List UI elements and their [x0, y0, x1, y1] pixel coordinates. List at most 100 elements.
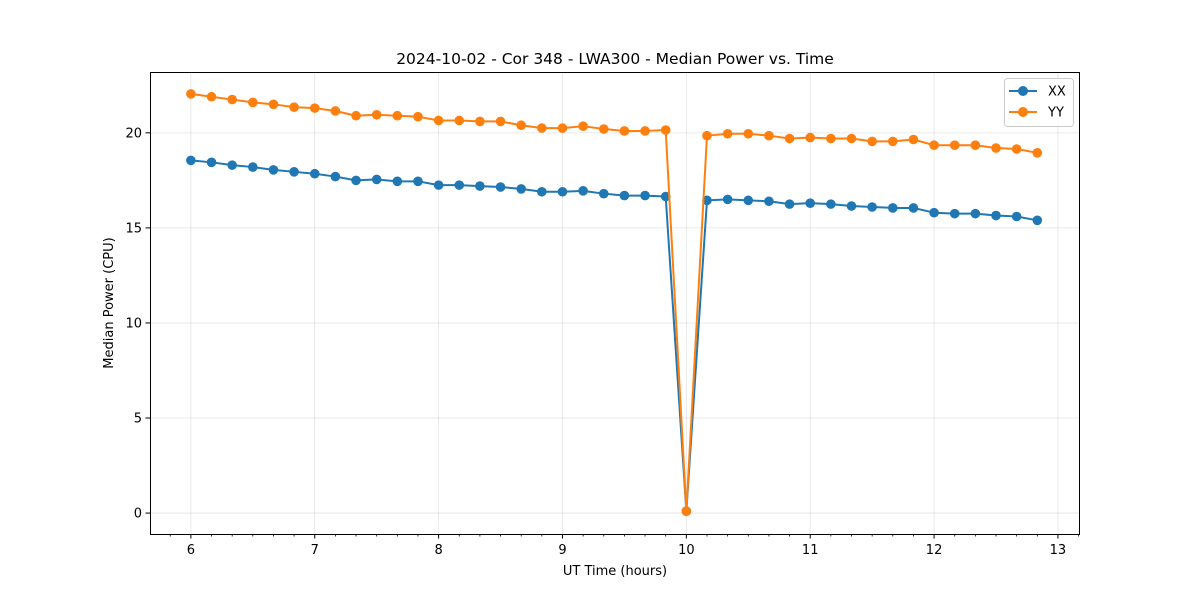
- data-point-yy: [537, 123, 547, 133]
- data-point-xx: [619, 190, 630, 201]
- data-point-xx: [268, 165, 279, 175]
- data-point-xx: [578, 186, 588, 196]
- data-point-yy: [330, 106, 341, 116]
- data-point-xx: [743, 195, 754, 206]
- data-point-xx: [413, 176, 423, 187]
- data-point-yy: [433, 115, 444, 126]
- data-point-xx: [330, 171, 341, 182]
- data-point-yy: [991, 143, 1001, 153]
- data-point-xx: [826, 199, 836, 209]
- legend-label-xx: XX: [1048, 85, 1066, 100]
- x-tick-label: 11: [802, 543, 819, 558]
- data-point-yy: [929, 140, 939, 150]
- legend-marker-yy: [1018, 107, 1028, 117]
- data-point-xx: [557, 186, 568, 197]
- data-point-yy: [578, 121, 588, 131]
- data-point-yy: [887, 136, 898, 147]
- x-tick-label: 12: [926, 543, 943, 558]
- data-point-xx: [475, 181, 485, 191]
- x-tick-label: 13: [1050, 543, 1067, 558]
- data-point-xx: [949, 208, 960, 219]
- data-point-xx: [371, 174, 382, 185]
- data-point-xx: [1032, 215, 1043, 226]
- data-point-yy: [227, 94, 237, 105]
- data-point-yy: [557, 123, 568, 133]
- data-point-xx: [784, 199, 795, 209]
- data-point-yy: [392, 110, 403, 121]
- data-point-yy: [475, 116, 485, 127]
- data-point-yy: [619, 126, 630, 136]
- data-point-yy: [371, 109, 382, 120]
- y-tick-label: 5: [134, 412, 142, 427]
- data-point-yy: [743, 128, 754, 139]
- legend-label-yy: YY: [1047, 106, 1064, 121]
- data-point-xx: [867, 202, 877, 212]
- data-point-yy: [805, 132, 816, 143]
- y-tick-label: 10: [125, 316, 142, 331]
- data-point-xx: [289, 167, 299, 177]
- data-point-xx: [991, 210, 1001, 221]
- data-point-yy: [351, 110, 361, 121]
- data-point-yy: [702, 130, 712, 141]
- data-point-xx: [722, 194, 733, 205]
- y-tick-label: 15: [125, 221, 142, 236]
- data-point-xx: [433, 180, 444, 190]
- data-point-xx: [846, 201, 857, 211]
- data-point-yy: [826, 133, 836, 144]
- data-point-xx: [248, 162, 258, 172]
- data-point-xx: [598, 188, 609, 199]
- legend: XX YY: [1004, 78, 1074, 127]
- data-point-yy: [722, 128, 733, 139]
- data-point-yy: [949, 140, 960, 150]
- data-point-yy: [309, 103, 320, 113]
- data-point-yy: [454, 115, 465, 126]
- data-point-xx: [516, 184, 526, 194]
- data-point-xx: [454, 180, 465, 190]
- data-point-yy: [660, 125, 671, 135]
- data-point-yy: [248, 97, 258, 108]
- grid-layer: [150, 72, 1079, 534]
- data-point-yy: [764, 130, 774, 141]
- x-tick-label: 10: [678, 543, 695, 558]
- data-point-xx: [351, 175, 361, 186]
- x-tick-label: 8: [434, 543, 442, 558]
- data-point-xx: [887, 203, 898, 213]
- data-point-yy: [598, 124, 609, 134]
- x-tick-label: 6: [187, 543, 195, 558]
- ticks-layer: 6 7 8 9 10 11 12 13 0 5 10 15 20: [125, 126, 1079, 558]
- data-point-yy: [186, 89, 196, 99]
- data-point-xx: [764, 196, 774, 207]
- data-point-yy: [413, 111, 423, 122]
- data-point-yy: [1032, 148, 1043, 158]
- x-axis-label: UT Time (hours): [563, 564, 667, 579]
- data-point-xx: [929, 207, 939, 218]
- x-tick-label: 9: [558, 543, 566, 558]
- data-point-xx: [206, 157, 217, 168]
- data-point-xx: [660, 191, 671, 202]
- legend-marker-xx: [1018, 86, 1028, 96]
- y-axis-label: Median Power (CPU): [102, 237, 117, 368]
- chart-title: 2024-10-02 - Cor 348 - LWA300 - Median P…: [396, 50, 834, 68]
- data-point-yy: [495, 116, 506, 127]
- plot-frame: [150, 72, 1080, 535]
- data-point-xx: [1011, 211, 1022, 222]
- data-point-yy: [784, 133, 795, 144]
- data-point-yy: [289, 102, 299, 112]
- data-point-yy: [1011, 144, 1022, 154]
- data-point-xx: [970, 208, 981, 219]
- data-point-xx: [537, 186, 547, 197]
- data-point-xx: [495, 182, 506, 192]
- y-tick-label: 0: [134, 507, 142, 522]
- data-point-xx: [309, 168, 320, 179]
- x-tick-label: 7: [311, 543, 319, 558]
- series-layer: [186, 89, 1043, 516]
- data-point-xx: [702, 195, 712, 206]
- data-point-yy: [681, 506, 692, 516]
- data-point-yy: [516, 120, 526, 131]
- y-tick-label: 20: [125, 126, 142, 141]
- data-point-xx: [805, 198, 816, 208]
- data-point-xx: [392, 176, 403, 187]
- data-point-yy: [846, 133, 857, 144]
